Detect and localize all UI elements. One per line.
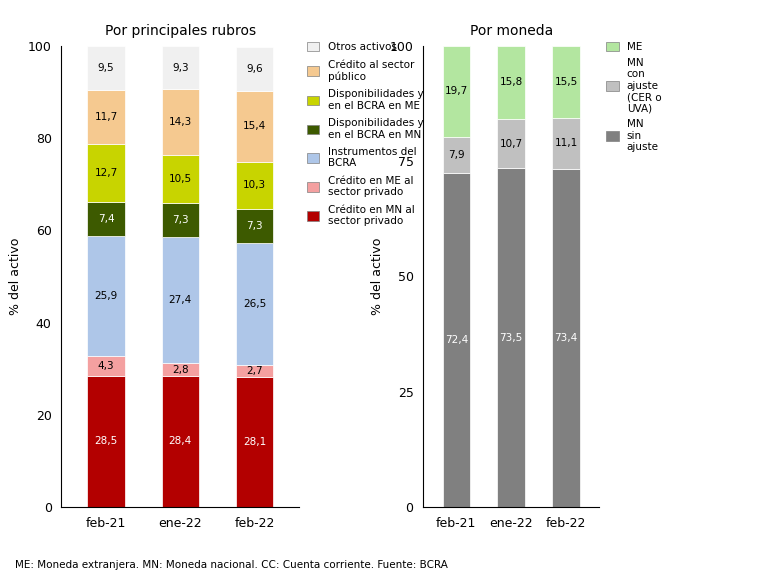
Text: 72,4: 72,4 xyxy=(445,335,468,345)
Title: Por moneda: Por moneda xyxy=(469,24,553,38)
Text: 10,5: 10,5 xyxy=(169,174,192,184)
Bar xyxy=(88,144,124,202)
Bar xyxy=(88,376,124,507)
Text: 28,4: 28,4 xyxy=(169,437,192,446)
Bar xyxy=(162,376,199,507)
Bar xyxy=(498,46,525,119)
Bar xyxy=(498,119,525,168)
Text: 15,8: 15,8 xyxy=(499,78,523,88)
Text: 2,8: 2,8 xyxy=(172,365,189,374)
Bar xyxy=(88,356,124,376)
Text: 26,5: 26,5 xyxy=(243,299,266,309)
Text: 7,4: 7,4 xyxy=(98,214,114,224)
Bar xyxy=(162,89,199,155)
Text: 73,4: 73,4 xyxy=(554,333,578,343)
Text: 9,3: 9,3 xyxy=(172,63,189,73)
Text: 7,3: 7,3 xyxy=(172,215,189,225)
Text: 7,9: 7,9 xyxy=(448,150,465,160)
Bar xyxy=(552,46,580,118)
Text: 28,1: 28,1 xyxy=(243,437,266,447)
Text: 25,9: 25,9 xyxy=(94,291,118,301)
Text: 10,7: 10,7 xyxy=(500,139,523,149)
Text: 9,5: 9,5 xyxy=(98,63,114,73)
Bar xyxy=(236,162,273,209)
Bar xyxy=(236,91,273,162)
Bar xyxy=(162,46,199,89)
Legend: ME, MN
con
ajuste
(CER o
UVA), MN
sin
ajuste: ME, MN con ajuste (CER o UVA), MN sin aj… xyxy=(606,42,661,152)
Bar xyxy=(162,203,199,237)
Text: 2,7: 2,7 xyxy=(247,366,263,376)
Bar xyxy=(552,169,580,507)
Bar xyxy=(236,47,273,91)
Text: 7,3: 7,3 xyxy=(247,221,263,231)
Title: Por principales rubros: Por principales rubros xyxy=(104,24,256,38)
Bar xyxy=(442,173,470,507)
Text: 19,7: 19,7 xyxy=(445,86,468,96)
Text: 11,1: 11,1 xyxy=(554,138,578,148)
Bar xyxy=(236,209,273,243)
Y-axis label: % del activo: % del activo xyxy=(9,238,22,315)
Bar xyxy=(162,155,199,203)
Text: 11,7: 11,7 xyxy=(94,112,118,122)
Bar xyxy=(552,118,580,169)
Bar xyxy=(236,377,273,507)
Text: 15,5: 15,5 xyxy=(554,77,578,87)
Text: 14,3: 14,3 xyxy=(169,117,192,127)
Bar xyxy=(162,237,199,363)
Text: 27,4: 27,4 xyxy=(169,295,192,305)
Bar xyxy=(88,202,124,236)
Bar xyxy=(162,363,199,376)
Bar xyxy=(88,236,124,356)
Bar xyxy=(498,168,525,507)
Text: 12,7: 12,7 xyxy=(94,168,118,178)
Text: 28,5: 28,5 xyxy=(94,436,118,446)
Text: 9,6: 9,6 xyxy=(247,64,263,74)
Text: ME: Moneda extranjera. MN: Moneda nacional. CC: Cuenta corriente. Fuente: BCRA: ME: Moneda extranjera. MN: Moneda nacion… xyxy=(15,560,449,570)
Bar xyxy=(236,365,273,377)
Text: 4,3: 4,3 xyxy=(98,361,114,370)
Bar xyxy=(88,46,124,90)
Bar xyxy=(442,137,470,173)
Y-axis label: % del activo: % del activo xyxy=(371,238,384,315)
Bar xyxy=(88,90,124,144)
Bar xyxy=(442,46,470,137)
Text: 73,5: 73,5 xyxy=(499,332,523,343)
Legend: Otros activos, Crédito al sector
público, Disponibilidades y CC
en el BCRA en ME: Otros activos, Crédito al sector público… xyxy=(306,42,442,226)
Bar xyxy=(236,243,273,365)
Text: 15,4: 15,4 xyxy=(243,122,266,131)
Text: 10,3: 10,3 xyxy=(243,180,266,191)
